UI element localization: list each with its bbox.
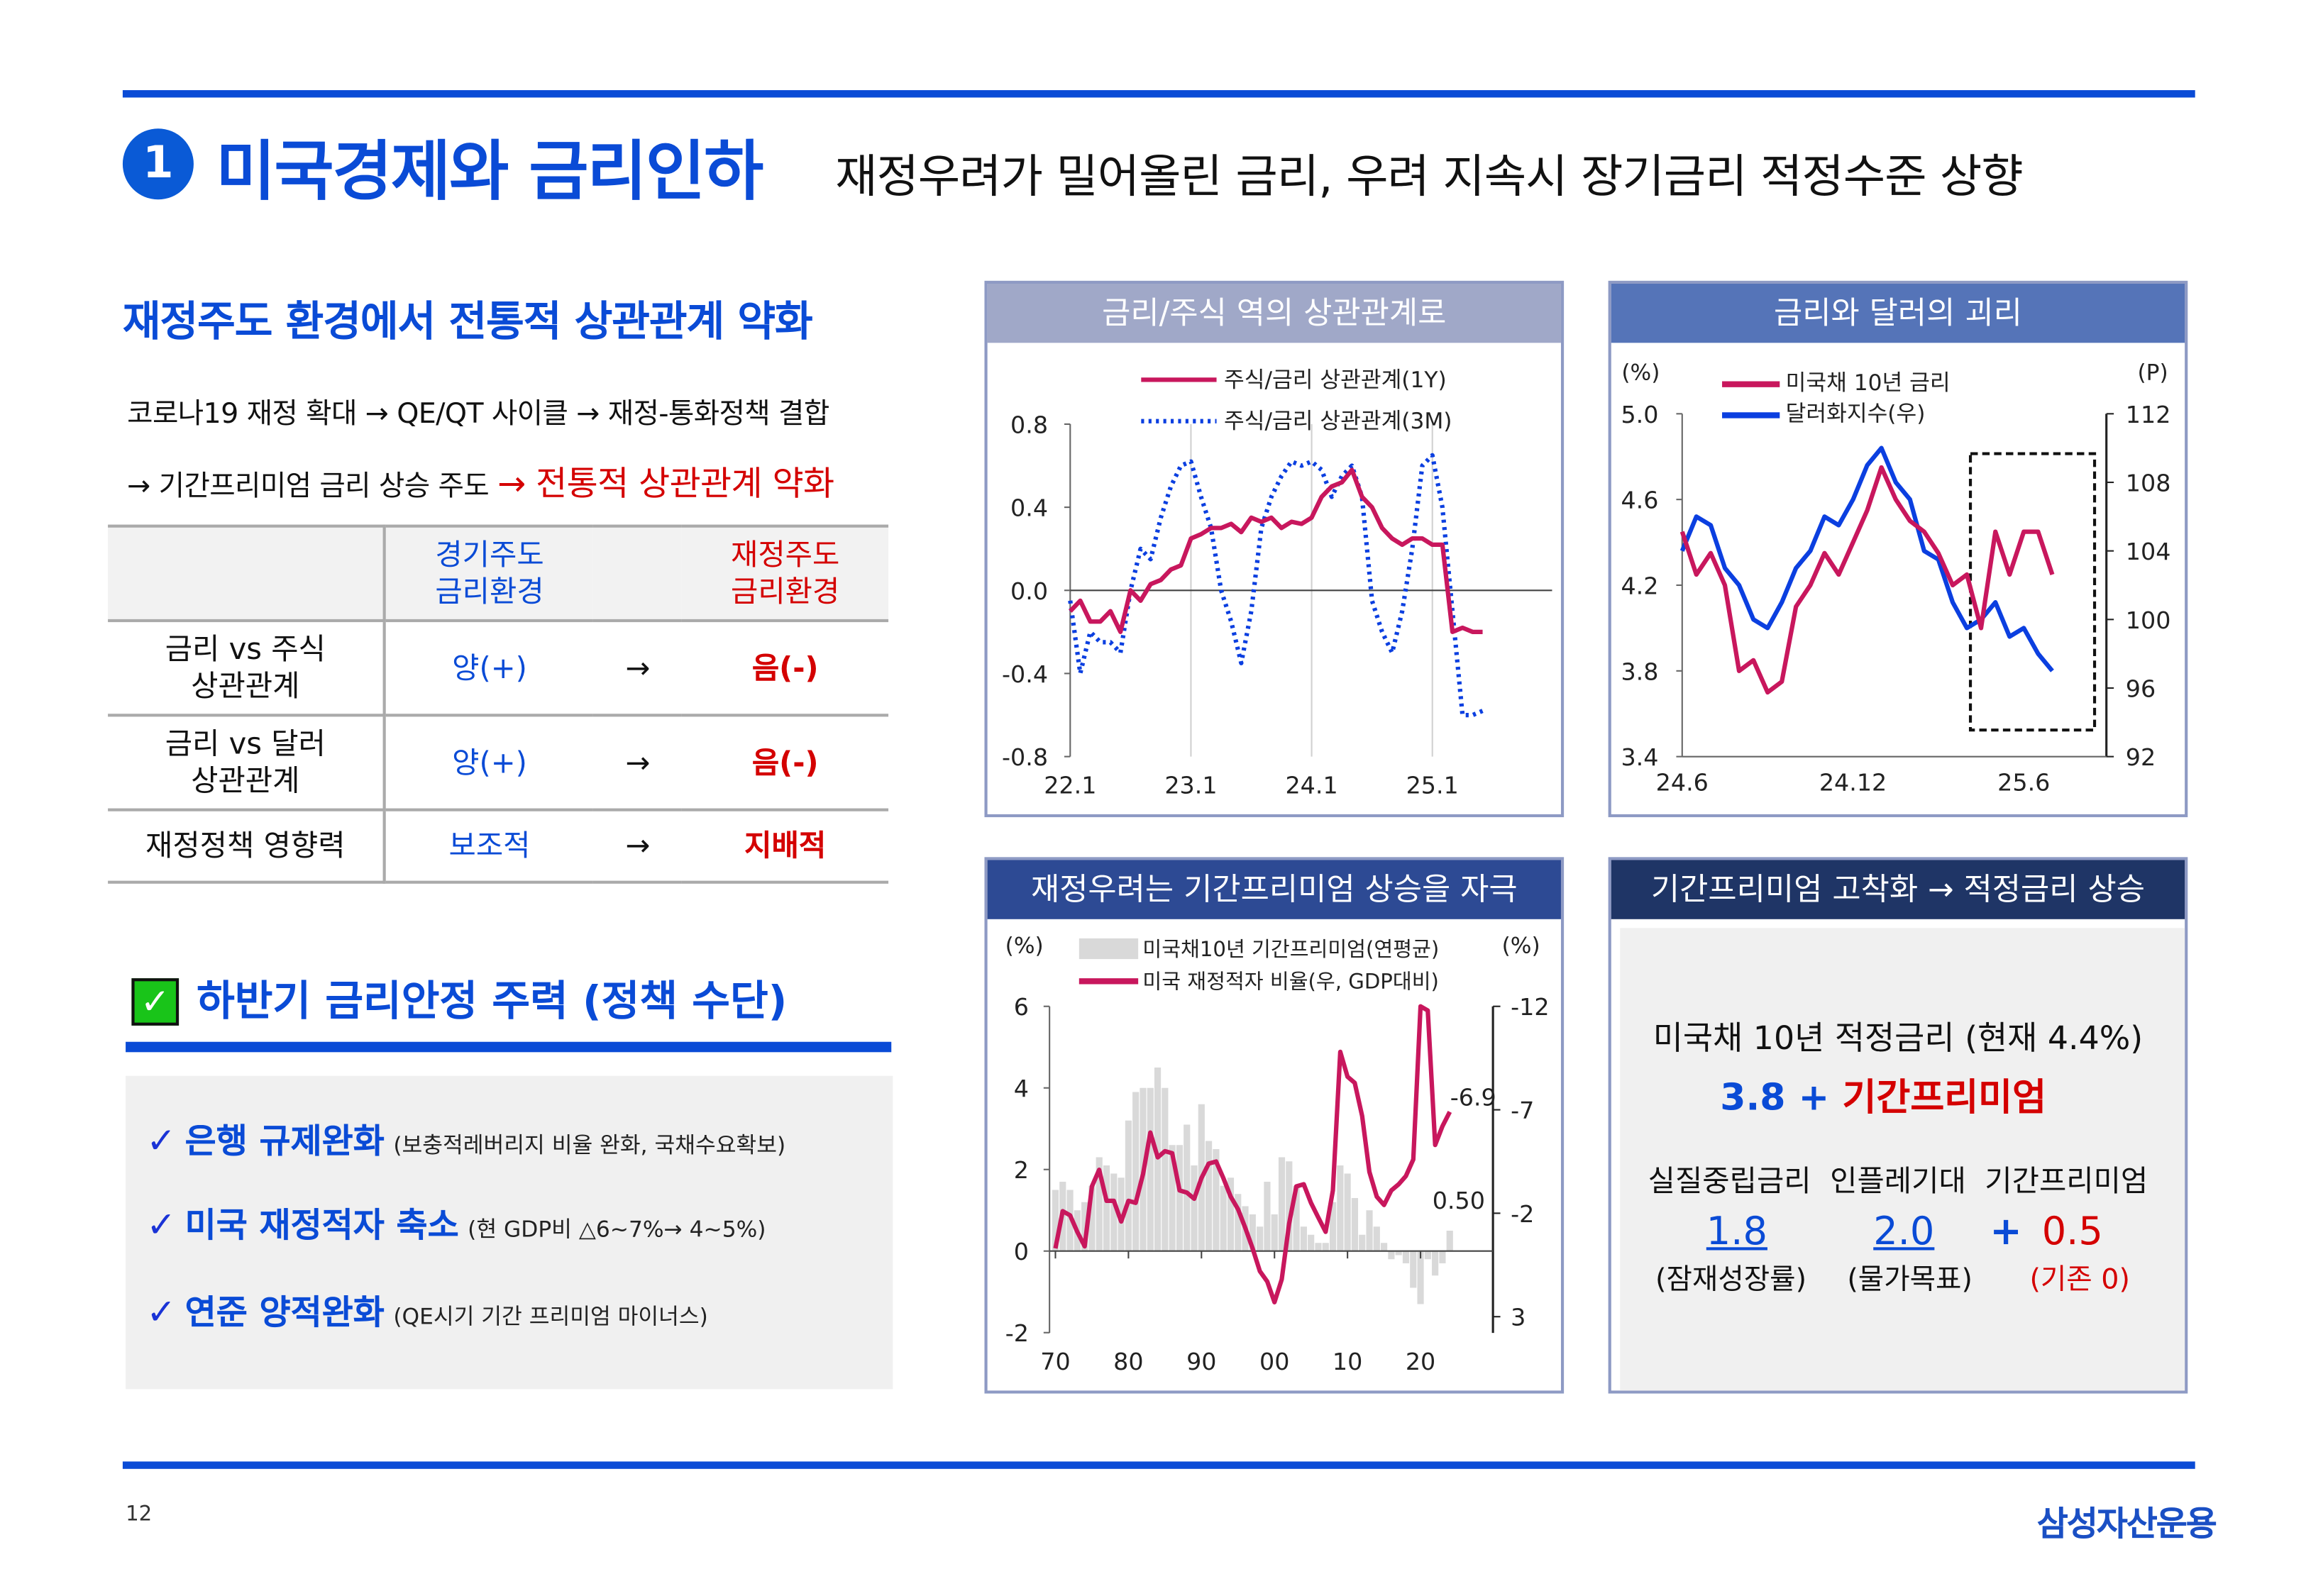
row-before: 보조적 <box>384 808 594 884</box>
fair-rate-line: 미국채 10년 적정금리 (현재 4.4%) <box>1653 1021 2144 1058</box>
label-previous: (기존 0) <box>2029 1263 2130 1297</box>
header-arrow-spacer <box>593 524 683 623</box>
fair-rate-panel: 기간프리미엄 고착화 → 적정금리 상승 <box>1608 857 2188 1394</box>
header-fiscal-l2: 금리환경 <box>730 573 840 609</box>
page-title: 미국경제와 금리인하 <box>216 134 763 210</box>
row-before: 양(+) <box>384 714 594 811</box>
page-subtitle: 재정우려가 밀어올린 금리, 우려 지속시 장기금리 적정수준 상향 <box>835 150 2024 204</box>
policy-item-main: 은행 규제완화 <box>184 1123 385 1162</box>
formula-premium: 기간프리미엄 <box>1842 1075 2047 1119</box>
row-label-l2: 상관관계 <box>191 762 300 798</box>
component-inflation: 2.0 <box>1873 1210 1935 1255</box>
intro-line-1: 코로나19 재정 확대 → QE/QT 사이클 → 재정-통화정책 결합 <box>127 397 829 431</box>
panel-title: 금리와 달러의 괴리 <box>1611 283 2185 343</box>
check-icon: ✓ <box>146 1204 177 1246</box>
label-potential-growth: (잠재성장률) <box>1655 1263 1807 1297</box>
policy-heading-rule <box>126 1041 892 1053</box>
row-before: 양(+) <box>384 619 594 717</box>
table-row: 금리 vs 달러 상관관계 양(+) → 음(-) <box>108 714 889 811</box>
panel-title: 재정우려는 기간프리미엄 상승을 자극 <box>987 860 1561 919</box>
policy-item: ✓ 은행 규제완화 (보충적레버리지 비율 완화, 국채수요확보) <box>146 1113 785 1163</box>
page-number: 12 <box>126 1502 153 1527</box>
header-cyclical: 경기주도 금리환경 <box>384 524 594 623</box>
row-arrow: → <box>593 714 683 811</box>
table-header-empty <box>108 524 386 623</box>
panel-title: 금리/주식 역의 상관관계로 <box>987 283 1561 343</box>
row-after: 지배적 <box>682 808 889 884</box>
policy-item-note: (QE시기 기간 프리미엄 마이너스) <box>393 1303 708 1330</box>
row-arrow: → <box>593 619 683 717</box>
row-after: 음(-) <box>682 619 889 717</box>
policy-item-note: (보충적레버리지 비율 완화, 국채수요확보) <box>393 1131 786 1159</box>
left-heading: 재정주도 환경에서 전통적 상관관계 약화 <box>122 297 813 346</box>
policy-item-note: (현 GDP비 △6~7%→ 4~5%) <box>468 1216 766 1243</box>
table-header-row: 경기주도 금리환경 재정주도 금리환경 <box>108 524 889 623</box>
header-cyclical-l1: 경기주도 <box>435 536 544 572</box>
table-row: 금리 vs 주식 상관관계 양(+) → 음(-) <box>108 619 889 717</box>
row-label-l1: 금리 vs 주식 <box>165 631 326 667</box>
chart-panel-correlation: 금리/주식 역의 상관관계로 <box>984 280 1565 818</box>
check-icon: ✓ <box>146 1120 177 1162</box>
row-label: 금리 vs 달러 상관관계 <box>108 714 386 811</box>
policy-heading: 하반기 금리안정 주력 (정책 수단) <box>197 977 788 1026</box>
header-fiscal-l1: 재정주도 <box>730 536 840 572</box>
fair-rate-body <box>1620 928 2185 1391</box>
policy-item: ✓ 미국 재정적자 축소 (현 GDP비 △6~7%→ 4~5%) <box>146 1197 766 1247</box>
header-cyclical-l2: 금리환경 <box>435 573 544 609</box>
component-premium: 0.5 <box>2041 1210 2103 1255</box>
bottom-rule <box>122 1461 2195 1469</box>
comparison-table: 경기주도 금리환경 재정주도 금리환경 금리 vs 주식 상관관계 양(+) → 음(… <box>108 524 889 884</box>
intro-line-2-highlight: → 전통적 상관관계 약화 <box>497 465 834 504</box>
row-after: 음(-) <box>682 714 889 811</box>
check-icon: ✓ <box>146 1291 177 1334</box>
header-fiscal: 재정주도 금리환경 <box>682 524 889 623</box>
components-header: 실질중립금리 인플레기대 기간프리미엄 <box>1648 1163 2148 1199</box>
intro-line-2: → 기간프리미엄 금리 상승 주도 → 전통적 상관관계 약화 <box>127 455 834 506</box>
panel-title: 기간프리미엄 고착화 → 적정금리 상승 <box>1611 860 2185 919</box>
component-plus: + <box>1990 1210 2022 1255</box>
component-real-rate: 1.8 <box>1706 1210 1767 1255</box>
top-rule <box>122 90 2195 98</box>
policy-list: ✓ 은행 규제완화 (보충적레버리지 비율 완화, 국채수요확보) ✓ 미국 재정적자… <box>126 1075 893 1390</box>
row-label: 금리 vs 주식 상관관계 <box>108 619 386 717</box>
label-inflation-target: (물가목표) <box>1847 1263 1973 1297</box>
chart-panel-rate-dollar: 금리와 달러의 괴리 <box>1608 280 2188 818</box>
chart-panel-term-premium: 재정우려는 기간프리미엄 상승을 자극 <box>984 857 1565 1394</box>
formula-base: 3.8 <box>1720 1075 1786 1119</box>
row-label-l2: 상관관계 <box>191 667 300 704</box>
company-logo: 삼성자산운용 <box>2036 1505 2217 1545</box>
row-label-l1: 금리 vs 달러 <box>165 725 326 761</box>
checkbox-icon: ✓ <box>131 978 180 1026</box>
policy-item-main: 연준 양적완화 <box>184 1294 385 1334</box>
intro-line-2-prefix: → 기간프리미엄 금리 상승 주도 <box>127 470 490 503</box>
fair-rate-formula: 3.8 + 기간프리미엄 <box>1720 1068 2046 1121</box>
row-arrow: → <box>593 808 683 884</box>
table-row: 재정정책 영향력 보조적 → 지배적 <box>108 808 889 884</box>
formula-plus: + <box>1798 1075 1830 1119</box>
policy-item-main: 미국 재정적자 축소 <box>184 1207 459 1246</box>
section-number-badge: 1 <box>122 128 194 200</box>
policy-item: ✓ 연준 양적완화 (QE시기 기간 프리미엄 마이너스) <box>146 1284 708 1334</box>
row-label: 재정정책 영향력 <box>108 808 386 884</box>
